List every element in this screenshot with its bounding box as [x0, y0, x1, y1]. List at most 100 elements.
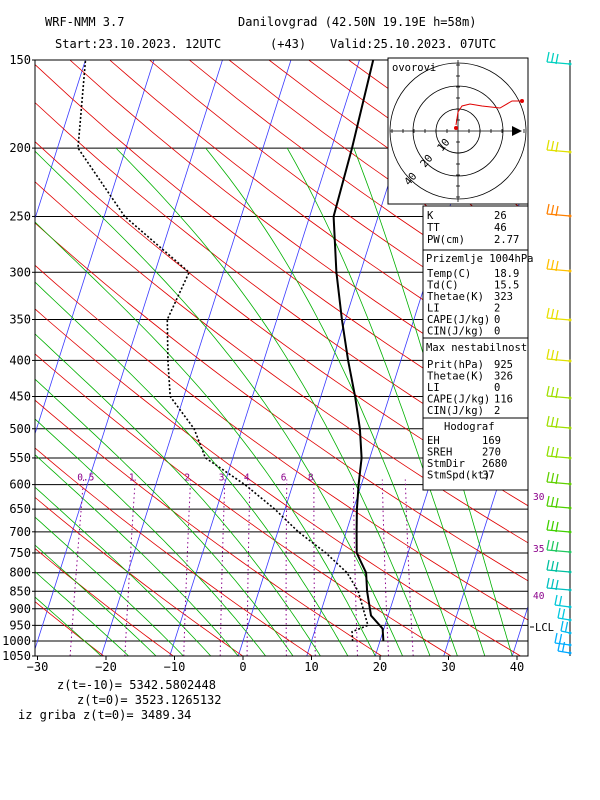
dry-adiabat	[35, 548, 174, 656]
max-instability-panel: Max nestabilnost Prit(hPa) 925 Thetae(K) 32…	[422, 337, 529, 419]
wind-barb-dot	[568, 605, 572, 609]
isotherm-line	[100, 60, 292, 656]
wind-barb-dot	[568, 643, 572, 647]
wind-barb	[546, 348, 571, 362]
start-time: Start:23.10.2023. 12UTC	[55, 37, 221, 51]
info-label: CIN(J/kg)	[427, 326, 484, 338]
mixing-ratio-line	[183, 479, 192, 656]
info-value: 2.77	[494, 234, 519, 246]
wind-barbs	[546, 51, 572, 655]
temperature-tick-label: 20	[373, 660, 387, 674]
wind-barb-dot	[568, 618, 572, 622]
moist-adiabat	[35, 221, 376, 656]
info-label: Thetae(K)	[427, 371, 484, 383]
mixing-ratio-label: 6	[281, 473, 287, 484]
info-value: 37	[482, 470, 495, 482]
wind-barb	[554, 594, 571, 608]
wind-barb-dot	[568, 588, 572, 592]
wind-barb-dot	[568, 456, 572, 460]
info-label: EH	[427, 435, 440, 447]
pressure-tick-label: 350	[9, 313, 31, 327]
hodograph-trace-start	[454, 126, 458, 130]
pressure-tick-label: 750	[9, 546, 31, 560]
moist-adiabat	[35, 571, 129, 656]
surface-panel: Prizemlje 1004hPa Temp(C) 18.9 Td(C) 15.5 Th…	[422, 249, 533, 339]
wind-barb-dot	[568, 530, 572, 534]
valid-time: Valid:25.10.2023. 07UTC	[330, 37, 496, 51]
temperature-profile	[332, 60, 385, 642]
mixing-ratio-label: 4	[244, 473, 250, 484]
info-value: 2	[494, 303, 500, 315]
moist-adiabat	[353, 147, 513, 656]
pressure-tick-label: 700	[9, 525, 31, 539]
forecast-lead: (+43)	[270, 37, 306, 51]
pressure-tick-label: 600	[9, 478, 31, 492]
isotherm-line	[581, 60, 600, 656]
moist-adiabat	[35, 333, 321, 656]
wind-barb-dot	[568, 482, 572, 486]
mixing-ratio-line	[246, 479, 251, 656]
wind-speed-label: 30	[533, 492, 545, 503]
wind-barb	[546, 51, 571, 65]
mixing-ratio-label: 3	[219, 473, 225, 484]
moist-adiabat	[35, 378, 294, 656]
hodograf-panel: Hodograf EH 169 SREH 270 StmDir 2680StmSpd(kt…	[422, 417, 529, 491]
dry-adiabat	[35, 447, 313, 656]
moist-adiabat	[35, 516, 184, 656]
dry-adiabat	[35, 308, 521, 656]
info-label: Prit(hPa)	[427, 359, 484, 371]
temperature-tick-label: −10	[164, 660, 186, 674]
wind-barb-dot	[568, 426, 572, 430]
info-value: 270	[482, 447, 501, 459]
indices-panel: K 26 TT 46 PW(cm) 2.77	[422, 205, 529, 251]
height-zero: z(t=0)= 3523.1265132	[77, 693, 222, 707]
info-value: 26	[494, 210, 507, 222]
mixing-ratio-line	[404, 479, 414, 656]
info-label: LI	[427, 382, 440, 394]
dry-adiabat	[35, 399, 382, 656]
temperature-tick-label: 0	[239, 660, 246, 674]
mixing-ratio-line	[352, 479, 358, 656]
temperature-tick-label: 40	[510, 660, 524, 674]
pressure-tick-label: 400	[9, 353, 31, 367]
wind-speed-label: 40	[533, 591, 545, 602]
dry-adiabat	[69, 60, 528, 402]
info-label: Thetae(K)	[427, 291, 484, 303]
info-label: K	[427, 210, 434, 222]
wind-barb	[560, 620, 571, 634]
wind-barb	[546, 415, 571, 429]
temperature-tick-label: 30	[441, 660, 455, 674]
info-label: SREH	[427, 447, 452, 459]
info-label: CIN(J/kg)	[427, 405, 484, 417]
hodograf-title: Hodograf	[444, 421, 495, 433]
info-value: 2680	[482, 458, 507, 470]
dry-adiabat	[35, 102, 528, 471]
wind-barb	[546, 258, 571, 272]
info-value: 169	[482, 435, 501, 447]
isotherm-line	[169, 60, 360, 656]
height-minus10: z(t=-10)= 5342.5802448	[57, 678, 216, 692]
mixing-ratio-line	[313, 479, 316, 656]
moist-adiabat	[35, 544, 157, 656]
mixing-ratio-label: 0.5	[77, 473, 94, 484]
wind-barb-dot	[568, 150, 572, 154]
height-zero-grib: iz griba z(t=0)= 3489.34	[18, 708, 191, 722]
wind-barb-dot	[568, 651, 572, 655]
sounding-profiles	[77, 60, 385, 642]
pressure-tick-label: 300	[9, 265, 31, 279]
wind-barb	[557, 607, 571, 621]
wind-speed-label: 35	[533, 544, 544, 555]
dry-adiabat	[548, 60, 600, 656]
info-label: Td(C)	[427, 280, 459, 292]
moist-adiabat	[35, 281, 349, 656]
wind-barb-dot	[568, 396, 572, 400]
moist-adiabat	[115, 147, 431, 656]
info-value: 46	[494, 222, 507, 234]
info-value: 116	[494, 394, 513, 406]
info-value: 326	[494, 371, 513, 383]
axis-ticks	[32, 59, 518, 660]
moist-adiabat	[205, 147, 458, 656]
max-instability-title: Max nestabilnost	[426, 342, 527, 354]
